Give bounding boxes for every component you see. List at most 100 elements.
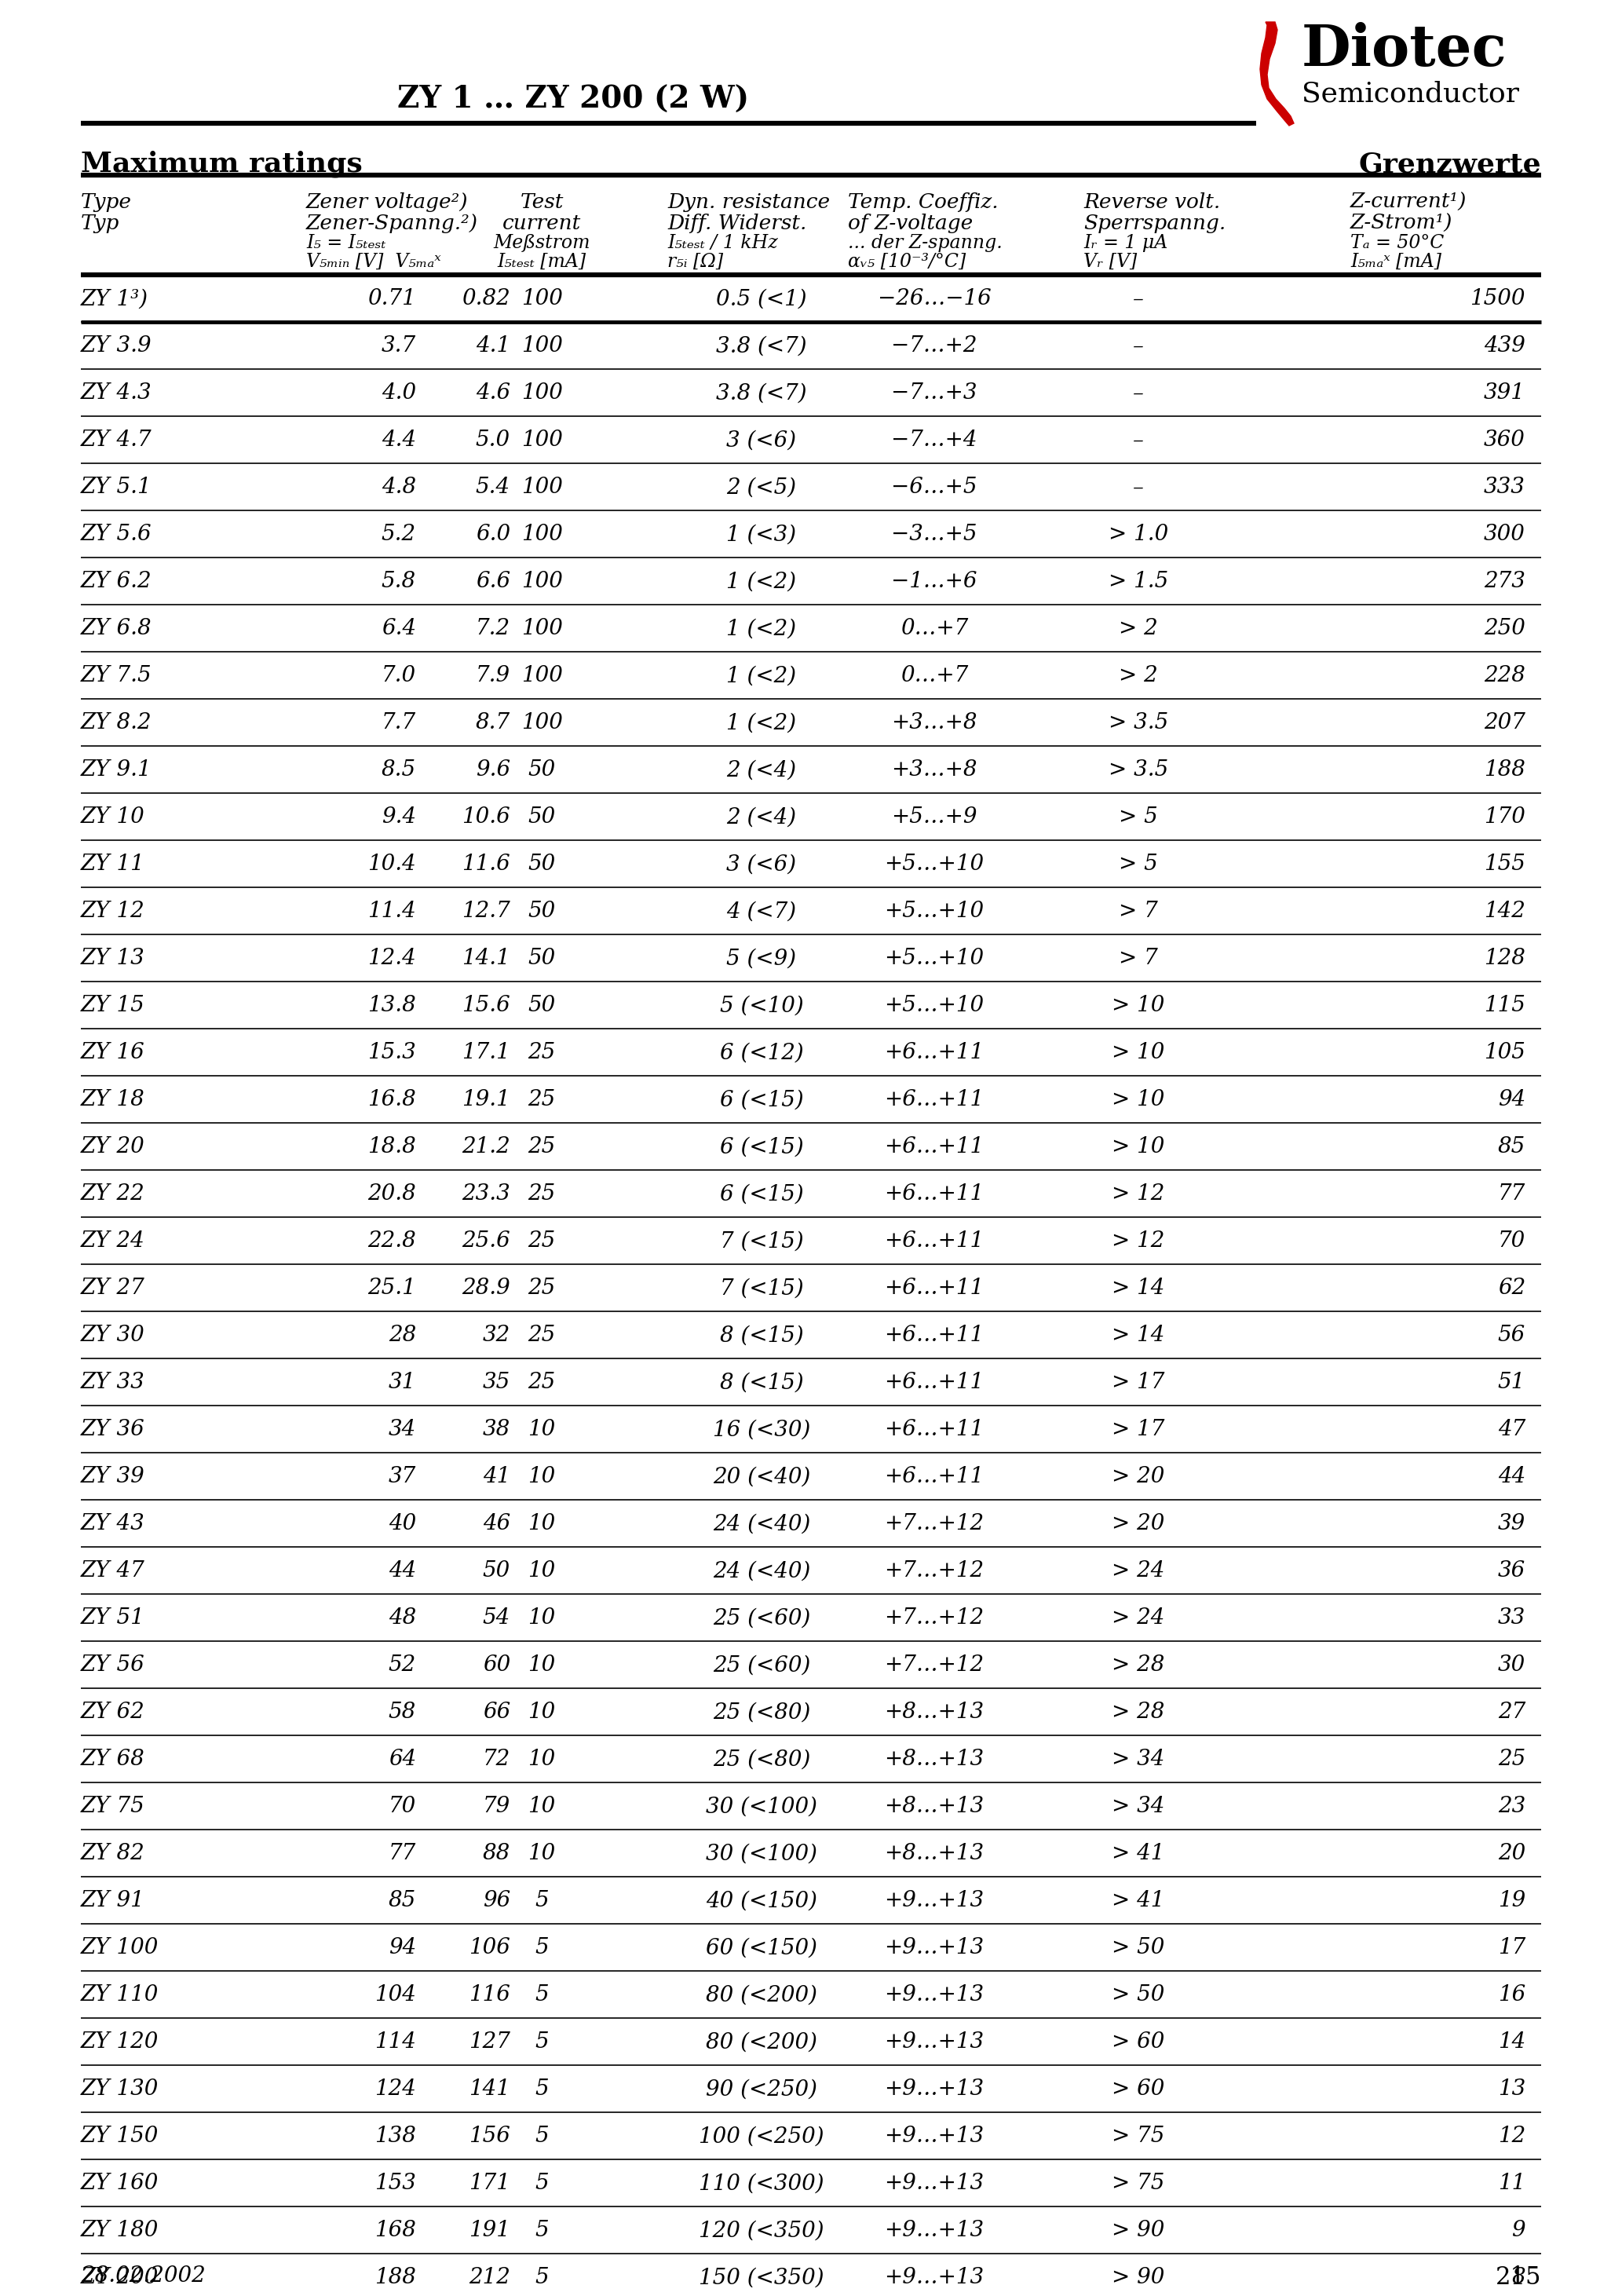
Text: > 10: > 10 <box>1113 1042 1165 1063</box>
Text: ZY 10: ZY 10 <box>81 806 144 829</box>
Text: 30 (<100): 30 (<100) <box>706 1795 817 1818</box>
Text: 50: 50 <box>527 994 556 1017</box>
Text: 4.0: 4.0 <box>381 383 417 404</box>
Text: 54: 54 <box>483 1607 511 1628</box>
Text: 28: 28 <box>388 1325 417 1345</box>
Text: 2 (<4): 2 (<4) <box>727 806 796 829</box>
Text: ZY 51: ZY 51 <box>81 1607 144 1628</box>
Text: 100: 100 <box>521 429 563 450</box>
Text: 9.4: 9.4 <box>381 806 417 829</box>
Text: +3…+8: +3…+8 <box>890 712 976 735</box>
Text: 170: 170 <box>1484 806 1525 829</box>
Text: 138: 138 <box>375 2126 417 2147</box>
Text: +9…+13: +9…+13 <box>884 1890 985 1913</box>
Text: 142: 142 <box>1484 900 1525 923</box>
Text: 50: 50 <box>527 900 556 923</box>
Polygon shape <box>1260 23 1294 126</box>
Text: 0.71: 0.71 <box>368 289 417 310</box>
Text: of Z-voltage: of Z-voltage <box>848 214 973 234</box>
Text: +7…+12: +7…+12 <box>884 1655 985 1676</box>
Text: Dyn. resistance: Dyn. resistance <box>667 193 830 211</box>
Text: 5 (<9): 5 (<9) <box>727 948 796 969</box>
Text: 13: 13 <box>1497 2078 1525 2101</box>
Text: 124: 124 <box>375 2078 417 2101</box>
Text: 17.1: 17.1 <box>462 1042 511 1063</box>
Text: 100: 100 <box>521 523 563 546</box>
Text: 8.7: 8.7 <box>475 712 511 735</box>
Text: +6…+11: +6…+11 <box>884 1467 985 1488</box>
Text: > 17: > 17 <box>1113 1373 1165 1394</box>
Text: 52: 52 <box>388 1655 417 1676</box>
Text: 47: 47 <box>1497 1419 1525 1440</box>
Text: 22.8: 22.8 <box>368 1231 417 1251</box>
Text: 168: 168 <box>375 2220 417 2241</box>
Text: 7 (<15): 7 (<15) <box>720 1231 803 1251</box>
Text: 28.9: 28.9 <box>462 1279 511 1300</box>
Text: 6 (<12): 6 (<12) <box>720 1042 803 1063</box>
Text: > 14: > 14 <box>1113 1325 1165 1345</box>
Text: 2 (<5): 2 (<5) <box>727 478 796 498</box>
Text: > 24: > 24 <box>1113 1561 1165 1582</box>
Text: > 34: > 34 <box>1113 1795 1165 1818</box>
Text: −7…+4: −7…+4 <box>890 429 976 450</box>
Text: +7…+12: +7…+12 <box>884 1513 985 1534</box>
Text: > 7: > 7 <box>1119 900 1158 923</box>
Text: ZY 24: ZY 24 <box>81 1231 144 1251</box>
Text: 10.4: 10.4 <box>368 854 417 875</box>
Text: 41: 41 <box>483 1467 511 1488</box>
Text: ZY 6.2: ZY 6.2 <box>81 572 152 592</box>
Text: > 41: > 41 <box>1113 1890 1165 1913</box>
Text: 188: 188 <box>375 2268 417 2289</box>
Text: 4.8: 4.8 <box>381 478 417 498</box>
Text: 5: 5 <box>535 2268 548 2289</box>
Text: ZY 5.6: ZY 5.6 <box>81 523 152 546</box>
Text: ZY 9.1: ZY 9.1 <box>81 760 152 781</box>
Text: ZY 68: ZY 68 <box>81 1750 144 1770</box>
Text: 1 (<2): 1 (<2) <box>727 666 796 687</box>
Text: 19.1: 19.1 <box>462 1091 511 1111</box>
Text: Iᵣ = 1 μA: Iᵣ = 1 μA <box>1083 234 1168 253</box>
Text: ZY 180: ZY 180 <box>81 2220 159 2241</box>
Text: > 34: > 34 <box>1113 1750 1165 1770</box>
Text: V₅ₘᵢₙ [V]  V₅ₘₐˣ: V₅ₘᵢₙ [V] V₅ₘₐˣ <box>307 253 441 271</box>
Text: > 12: > 12 <box>1113 1185 1165 1205</box>
Text: 66: 66 <box>483 1701 511 1724</box>
Text: > 50: > 50 <box>1113 1984 1165 2007</box>
Text: 30: 30 <box>1497 1655 1525 1676</box>
Text: 10: 10 <box>527 1467 556 1488</box>
Text: 25 (<60): 25 (<60) <box>712 1655 811 1676</box>
Text: Type: Type <box>81 193 131 211</box>
Text: 64: 64 <box>388 1750 417 1770</box>
Text: 5.0: 5.0 <box>475 429 511 450</box>
Text: 50: 50 <box>527 760 556 781</box>
Text: αᵥ₅ [10⁻³/°C]: αᵥ₅ [10⁻³/°C] <box>848 253 965 271</box>
Text: 150 (<350): 150 (<350) <box>699 2268 824 2289</box>
Text: 39: 39 <box>1497 1513 1525 1534</box>
Text: Temp. Coeffiz.: Temp. Coeffiz. <box>848 193 999 211</box>
Text: Grenzwerte: Grenzwerte <box>1359 152 1541 177</box>
Text: Meßstrom: Meßstrom <box>493 234 590 253</box>
Text: 48: 48 <box>388 1607 417 1628</box>
Text: 36: 36 <box>1497 1561 1525 1582</box>
Text: r₅ᵢ [Ω]: r₅ᵢ [Ω] <box>667 253 723 271</box>
Text: 20 (<40): 20 (<40) <box>712 1467 811 1488</box>
Text: +8…+13: +8…+13 <box>884 1844 985 1864</box>
Text: 8: 8 <box>1512 2268 1525 2289</box>
Text: 100: 100 <box>521 712 563 735</box>
Text: 40 (<150): 40 (<150) <box>706 1890 817 1913</box>
Text: 104: 104 <box>375 1984 417 2007</box>
Text: 25: 25 <box>527 1279 556 1300</box>
Text: ZY 120: ZY 120 <box>81 2032 159 2053</box>
Text: 5: 5 <box>535 2078 548 2101</box>
Text: 0…+7: 0…+7 <box>900 618 968 641</box>
Text: +9…+13: +9…+13 <box>884 1938 985 1958</box>
Text: I₅ₜₑₛₜ / 1 kHz: I₅ₜₑₛₜ / 1 kHz <box>667 234 779 253</box>
Text: +9…+13: +9…+13 <box>884 1984 985 2007</box>
Text: ZY 110: ZY 110 <box>81 1984 159 2007</box>
Text: 120 (<350): 120 (<350) <box>699 2220 824 2241</box>
Text: 1 (<3): 1 (<3) <box>727 523 796 546</box>
Text: ZY 150: ZY 150 <box>81 2126 159 2147</box>
Text: Reverse volt.: Reverse volt. <box>1083 193 1220 211</box>
Text: 79: 79 <box>483 1795 511 1818</box>
Text: 10: 10 <box>527 1513 556 1534</box>
